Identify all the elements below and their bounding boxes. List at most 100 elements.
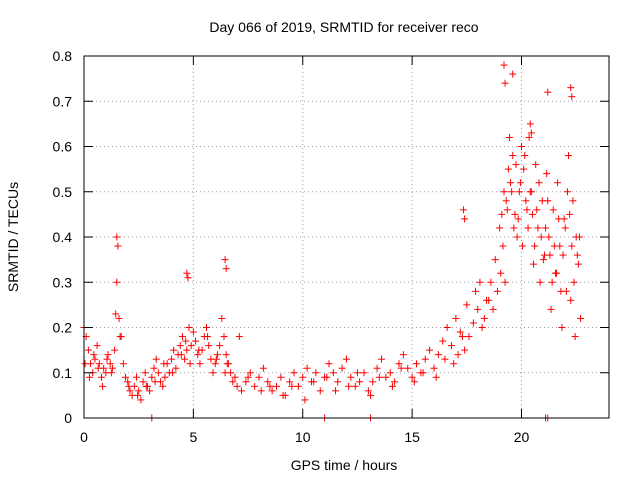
- data-point: [221, 369, 229, 377]
- data-point: [560, 215, 568, 223]
- data-point: [90, 351, 98, 359]
- data-point: [527, 129, 535, 137]
- data-point: [487, 278, 495, 286]
- data-point: [509, 152, 517, 160]
- data-point: [212, 355, 220, 363]
- x-tick-label: 10: [295, 429, 311, 445]
- data-point: [485, 296, 493, 304]
- data-point: [480, 314, 488, 322]
- data-point: [244, 373, 252, 381]
- data-point: [378, 355, 385, 363]
- data-point: [544, 88, 552, 96]
- data-point: [512, 161, 520, 169]
- y-tick-label: 0: [64, 410, 72, 426]
- data-point: [478, 324, 486, 331]
- data-point: [204, 333, 212, 341]
- data-point: [373, 364, 381, 372]
- data-point: [134, 391, 142, 399]
- data-points: [80, 61, 585, 422]
- data-point: [329, 369, 337, 377]
- data-point: [530, 260, 538, 268]
- data-point: [450, 360, 458, 368]
- data-point: [543, 170, 551, 178]
- x-axis-label: GPS time / hours: [291, 457, 398, 473]
- data-point: [122, 373, 130, 381]
- data-point: [303, 364, 311, 372]
- data-point: [259, 364, 267, 372]
- data-point: [139, 378, 147, 386]
- data-point: [516, 179, 524, 187]
- data-point: [500, 61, 508, 69]
- data-point: [255, 373, 263, 381]
- data-point: [563, 188, 571, 196]
- data-point: [511, 210, 519, 218]
- data-point: [81, 360, 89, 368]
- data-point: [567, 296, 575, 304]
- data-point: [531, 242, 539, 250]
- data-point: [222, 351, 230, 359]
- data-point: [513, 233, 521, 241]
- data-point: [312, 369, 320, 377]
- data-point: [521, 152, 529, 160]
- data-point: [116, 333, 124, 341]
- data-point: [360, 369, 368, 377]
- data-point: [264, 378, 272, 386]
- data-point: [501, 79, 509, 87]
- data-point: [566, 210, 574, 218]
- data-point: [388, 382, 396, 390]
- data-point: [152, 355, 160, 363]
- x-tick-label: 0: [80, 429, 88, 445]
- y-axis-label: SRMTID / TECUs: [5, 182, 21, 292]
- data-point: [548, 278, 556, 286]
- data-point: [294, 382, 302, 390]
- data-point: [160, 360, 168, 368]
- data-point: [474, 305, 482, 313]
- data-point: [113, 233, 121, 241]
- data-point: [141, 369, 149, 377]
- data-point: [503, 206, 511, 214]
- data-point: [222, 265, 230, 273]
- y-tick-label: 0.3: [53, 274, 73, 290]
- data-point: [209, 369, 217, 377]
- data-point: [223, 360, 231, 368]
- data-point: [369, 378, 377, 386]
- data-point: [413, 360, 420, 368]
- data-point: [343, 355, 350, 363]
- data-point: [568, 242, 576, 250]
- data-point: [103, 355, 111, 363]
- data-point: [142, 382, 150, 390]
- data-point: [458, 333, 466, 341]
- data-point: [221, 256, 229, 264]
- data-point: [497, 269, 505, 277]
- data-point: [432, 373, 440, 381]
- data-point: [395, 360, 403, 368]
- grid: [84, 56, 609, 418]
- data-point: [559, 251, 567, 259]
- data-point: [508, 188, 516, 196]
- data-point: [540, 251, 548, 259]
- y-tick-label: 0.2: [53, 320, 73, 336]
- data-point: [84, 346, 92, 354]
- data-point: [351, 382, 359, 390]
- data-point: [556, 242, 564, 250]
- data-point: [332, 387, 340, 395]
- data-point: [551, 269, 559, 277]
- data-point: [161, 373, 169, 381]
- data-point: [452, 314, 460, 322]
- data-point: [469, 319, 477, 327]
- data-point: [170, 346, 178, 354]
- data-point: [194, 351, 202, 359]
- data-point: [273, 382, 280, 390]
- data-point: [537, 233, 545, 241]
- data-point: [301, 396, 309, 404]
- data-point: [154, 369, 162, 377]
- data-point: [176, 342, 184, 350]
- data-point: [182, 337, 190, 345]
- data-point: [266, 382, 274, 390]
- data-point: [386, 369, 394, 377]
- data-point: [177, 351, 185, 359]
- y-tick-label: 0.6: [53, 139, 73, 155]
- data-point: [104, 351, 112, 359]
- data-point: [111, 346, 119, 354]
- data-point: [290, 369, 298, 377]
